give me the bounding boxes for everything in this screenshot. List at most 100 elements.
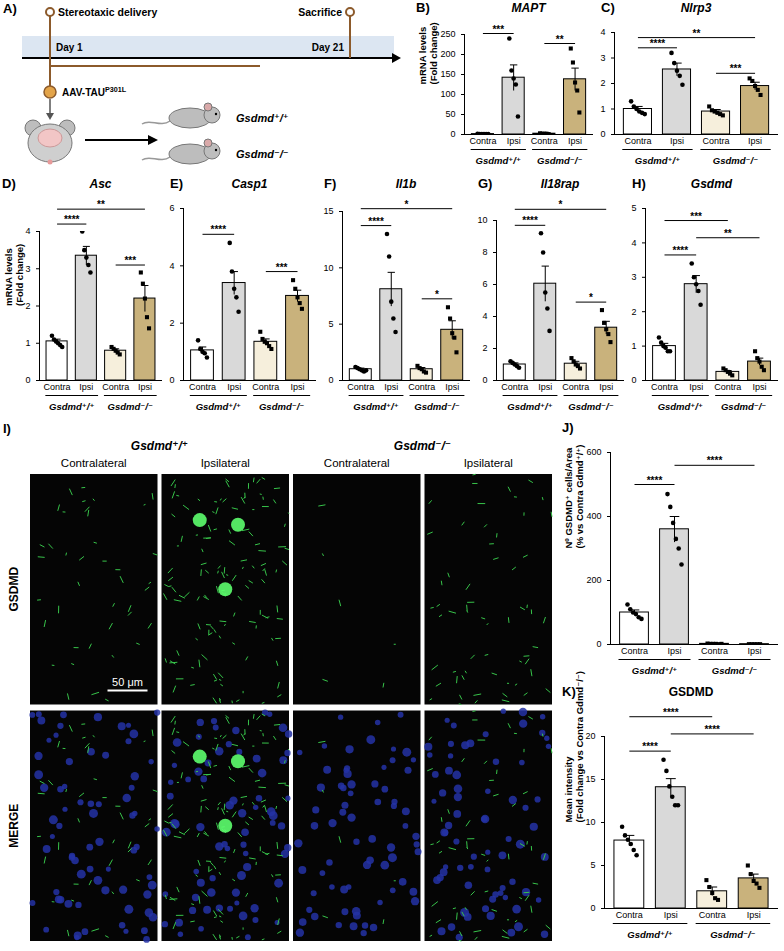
svg-text:Contra: Contra: [616, 910, 643, 920]
svg-text:0: 0: [450, 129, 455, 139]
svg-text:0: 0: [482, 375, 487, 385]
svg-text:1: 1: [631, 341, 636, 351]
svg-text:****: ****: [663, 707, 679, 718]
svg-text:4: 4: [25, 226, 30, 236]
svg-text:Gsdmd⁺/⁺: Gsdmd⁺/⁺: [658, 401, 703, 412]
svg-text:0: 0: [169, 375, 174, 385]
svg-text:2: 2: [482, 343, 487, 353]
svg-text:**: **: [724, 228, 732, 239]
svg-text:Ipsi: Ipsi: [507, 136, 521, 146]
svg-text:150: 150: [440, 69, 455, 79]
svg-text:Gsdmd⁺/⁺: Gsdmd⁺/⁺: [196, 401, 241, 412]
svg-text:Contra: Contra: [347, 382, 374, 392]
svg-text:***: ***: [492, 24, 504, 35]
svg-text:50 μm: 50 μm: [112, 676, 143, 688]
svg-text:5: 5: [328, 319, 333, 329]
svg-text:Ipsi: Ipsi: [290, 382, 304, 392]
svg-text:AAV-TAUP301L: AAV-TAUP301L: [62, 85, 127, 98]
svg-text:Gsdmd⁺/⁺: Gsdmd⁺/⁺: [632, 665, 677, 676]
svg-text:50: 50: [445, 109, 455, 119]
svg-text:0: 0: [25, 375, 30, 385]
svg-text:Gsdmd⁻/⁻: Gsdmd⁻/⁻: [712, 665, 757, 676]
svg-text:Contra: Contra: [562, 382, 589, 392]
svg-text:Contra: Contra: [102, 382, 129, 392]
svg-text:2: 2: [631, 307, 636, 317]
svg-text:6: 6: [169, 203, 174, 213]
svg-text:Ipsi: Ipsi: [138, 382, 152, 392]
svg-text:Gsdmd⁺/⁺: Gsdmd⁺/⁺: [131, 439, 188, 453]
svg-text:****: ****: [647, 475, 663, 486]
svg-text:****: ****: [650, 38, 666, 49]
svg-text:****: ****: [368, 216, 384, 227]
svg-text:Day 21: Day 21: [312, 42, 345, 53]
svg-text:***: ***: [124, 255, 136, 266]
svg-text:A): A): [3, 1, 17, 16]
svg-text:****: ****: [211, 224, 227, 235]
svg-text:Contra: Contra: [699, 910, 726, 920]
svg-text:Gsdmd⁻/⁻: Gsdmd⁻/⁻: [259, 401, 304, 412]
svg-text:***: ***: [730, 63, 742, 74]
svg-text:Contra: Contra: [469, 136, 496, 146]
svg-text:6: 6: [482, 279, 487, 289]
svg-text:Gsdmd⁻/⁻: Gsdmd⁻/⁻: [108, 401, 153, 412]
svg-text:Ipsi: Ipsi: [689, 382, 703, 392]
svg-text:Contra: Contra: [531, 136, 558, 146]
svg-text:Gsdmd⁺/⁺: Gsdmd⁺/⁺: [353, 401, 398, 412]
svg-text:Ipsi: Ipsi: [670, 136, 684, 146]
svg-text:Ipsi: Ipsi: [599, 382, 613, 392]
svg-text:3: 3: [631, 272, 636, 282]
svg-text:Gsdmd⁻/⁻: Gsdmd⁻/⁻: [713, 155, 758, 166]
svg-text:Gsdmd⁺/⁺: Gsdmd⁺/⁺: [49, 401, 94, 412]
svg-text:***: ***: [690, 211, 702, 222]
svg-text:Ipsi: Ipsi: [752, 382, 766, 392]
svg-text:0: 0: [631, 375, 636, 385]
svg-text:Contra: Contra: [714, 382, 741, 392]
svg-text:Gsdmd⁻/⁻: Gsdmd⁻/⁻: [236, 148, 289, 160]
svg-text:Contra: Contra: [252, 382, 279, 392]
svg-text:600: 600: [586, 447, 601, 457]
svg-text:Contra: Contra: [621, 646, 648, 656]
svg-text:***: ***: [276, 262, 288, 273]
svg-text:Gsdmd⁺/⁺: Gsdmd⁺/⁺: [476, 155, 521, 166]
svg-text:3: 3: [600, 53, 605, 63]
svg-text:Contralateral: Contralateral: [324, 457, 390, 469]
svg-text:Contralateral: Contralateral: [61, 457, 127, 469]
svg-text:3: 3: [25, 264, 30, 274]
svg-text:2: 2: [25, 301, 30, 311]
svg-text:Ipsi: Ipsi: [538, 382, 552, 392]
svg-text:10: 10: [585, 817, 595, 827]
svg-text:Contra: Contra: [651, 382, 678, 392]
svg-text:Contra: Contra: [44, 382, 71, 392]
svg-text:*: *: [405, 199, 409, 210]
svg-text:****: ****: [707, 455, 723, 466]
svg-text:2: 2: [169, 318, 174, 328]
svg-text:Gsdmd⁻/⁻: Gsdmd⁻/⁻: [710, 929, 755, 940]
svg-text:****: ****: [642, 741, 658, 752]
svg-text:0: 0: [600, 129, 605, 139]
svg-text:8: 8: [482, 247, 487, 257]
svg-text:10: 10: [477, 215, 487, 225]
svg-text:1: 1: [600, 104, 605, 114]
svg-text:Ipsi: Ipsi: [79, 382, 93, 392]
svg-text:250: 250: [440, 29, 455, 39]
svg-text:Contra: Contra: [501, 382, 528, 392]
svg-text:**: **: [693, 28, 701, 39]
svg-text:400: 400: [586, 511, 601, 521]
svg-text:4: 4: [631, 238, 636, 248]
svg-text:Gsdmd⁺/⁺: Gsdmd⁺/⁺: [627, 929, 672, 940]
svg-text:I): I): [3, 421, 11, 436]
svg-text:100: 100: [440, 89, 455, 99]
svg-text:Ipsi: Ipsi: [747, 910, 761, 920]
svg-text:Nº GSDMD⁺ cells/Area(% vs Cont: Nº GSDMD⁺ cells/Area(% vs Contra Gdmd⁺/⁺…: [563, 445, 585, 549]
svg-text:****: ****: [522, 215, 538, 226]
svg-text:Contra: Contra: [701, 646, 728, 656]
svg-text:Sacrifice: Sacrifice: [298, 6, 342, 18]
svg-text:Gsdmd⁻/⁻: Gsdmd⁻/⁻: [721, 401, 766, 412]
svg-text:200: 200: [440, 49, 455, 59]
svg-text:Contra: Contra: [703, 136, 730, 146]
svg-text:****: ****: [673, 245, 689, 256]
svg-text:Mean intensity(Fold change vs: Mean intensity(Fold change vs Contra Gdm…: [563, 671, 585, 822]
svg-text:Ipsi: Ipsi: [667, 646, 681, 656]
svg-text:20: 20: [585, 731, 595, 741]
svg-text:****: ****: [64, 214, 80, 225]
